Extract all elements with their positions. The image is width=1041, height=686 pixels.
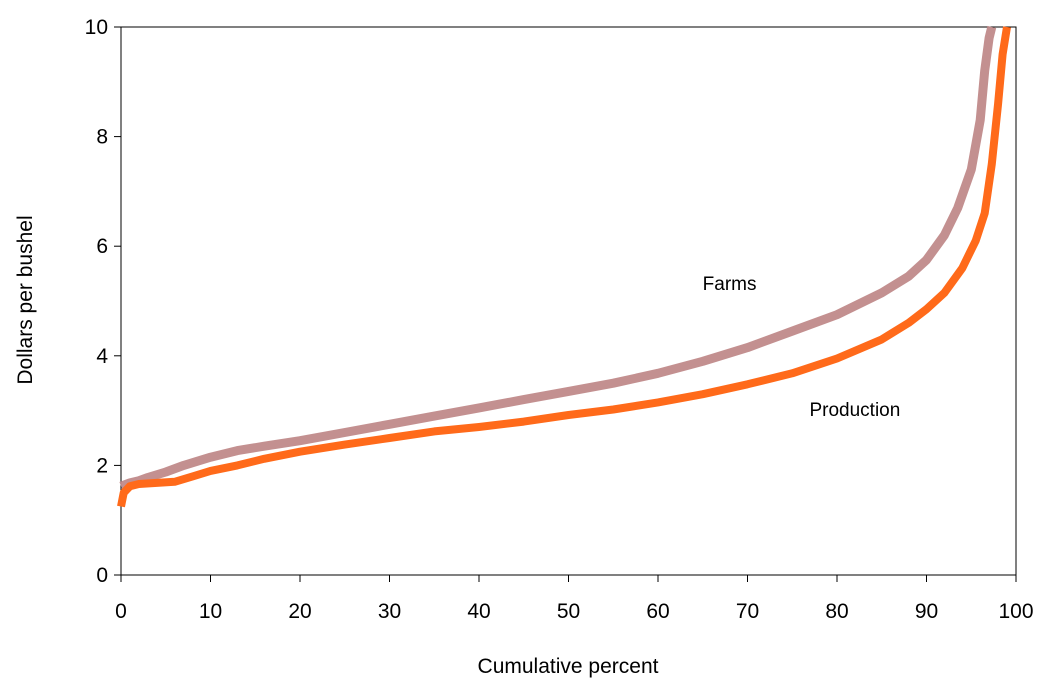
y-tick-label: 10 [85, 16, 108, 39]
x-tick-label: 50 [557, 600, 580, 623]
x-tick-label: 0 [115, 600, 127, 623]
series-label-farms: Farms [703, 274, 757, 295]
series-layer [117, 25, 1011, 508]
x-tick-label: 100 [998, 600, 1033, 623]
series-line-production [117, 26, 1011, 508]
y-axis-ticks: 0 2 4 6 8 10 [85, 16, 121, 587]
y-tick-label: 0 [96, 564, 108, 587]
x-tick-label: 30 [378, 600, 401, 623]
x-tick-label: 90 [915, 600, 938, 623]
x-axis-ticks: 0 10 20 30 40 50 60 70 80 90 100 [115, 575, 1034, 623]
y-tick-label: 4 [96, 345, 108, 368]
y-tick-label: 2 [96, 454, 108, 477]
x-tick-label: 60 [646, 600, 669, 623]
series-label-production: Production [809, 400, 900, 421]
plot-border [120, 26, 1017, 576]
y-tick-label: 6 [96, 235, 108, 258]
y-axis-label: Dollars per bushel [14, 215, 37, 384]
x-tick-label: 80 [825, 600, 848, 623]
x-tick-label: 10 [199, 600, 222, 623]
series-line-farms [119, 25, 997, 491]
x-tick-label: 20 [288, 600, 311, 623]
annotations: Farms Production [703, 274, 901, 421]
plot-area [120, 26, 1017, 576]
y-tick-label: 8 [96, 126, 108, 149]
x-axis-label: Cumulative percent [478, 655, 659, 678]
x-tick-label: 40 [467, 600, 490, 623]
x-tick-label: 70 [736, 600, 759, 623]
